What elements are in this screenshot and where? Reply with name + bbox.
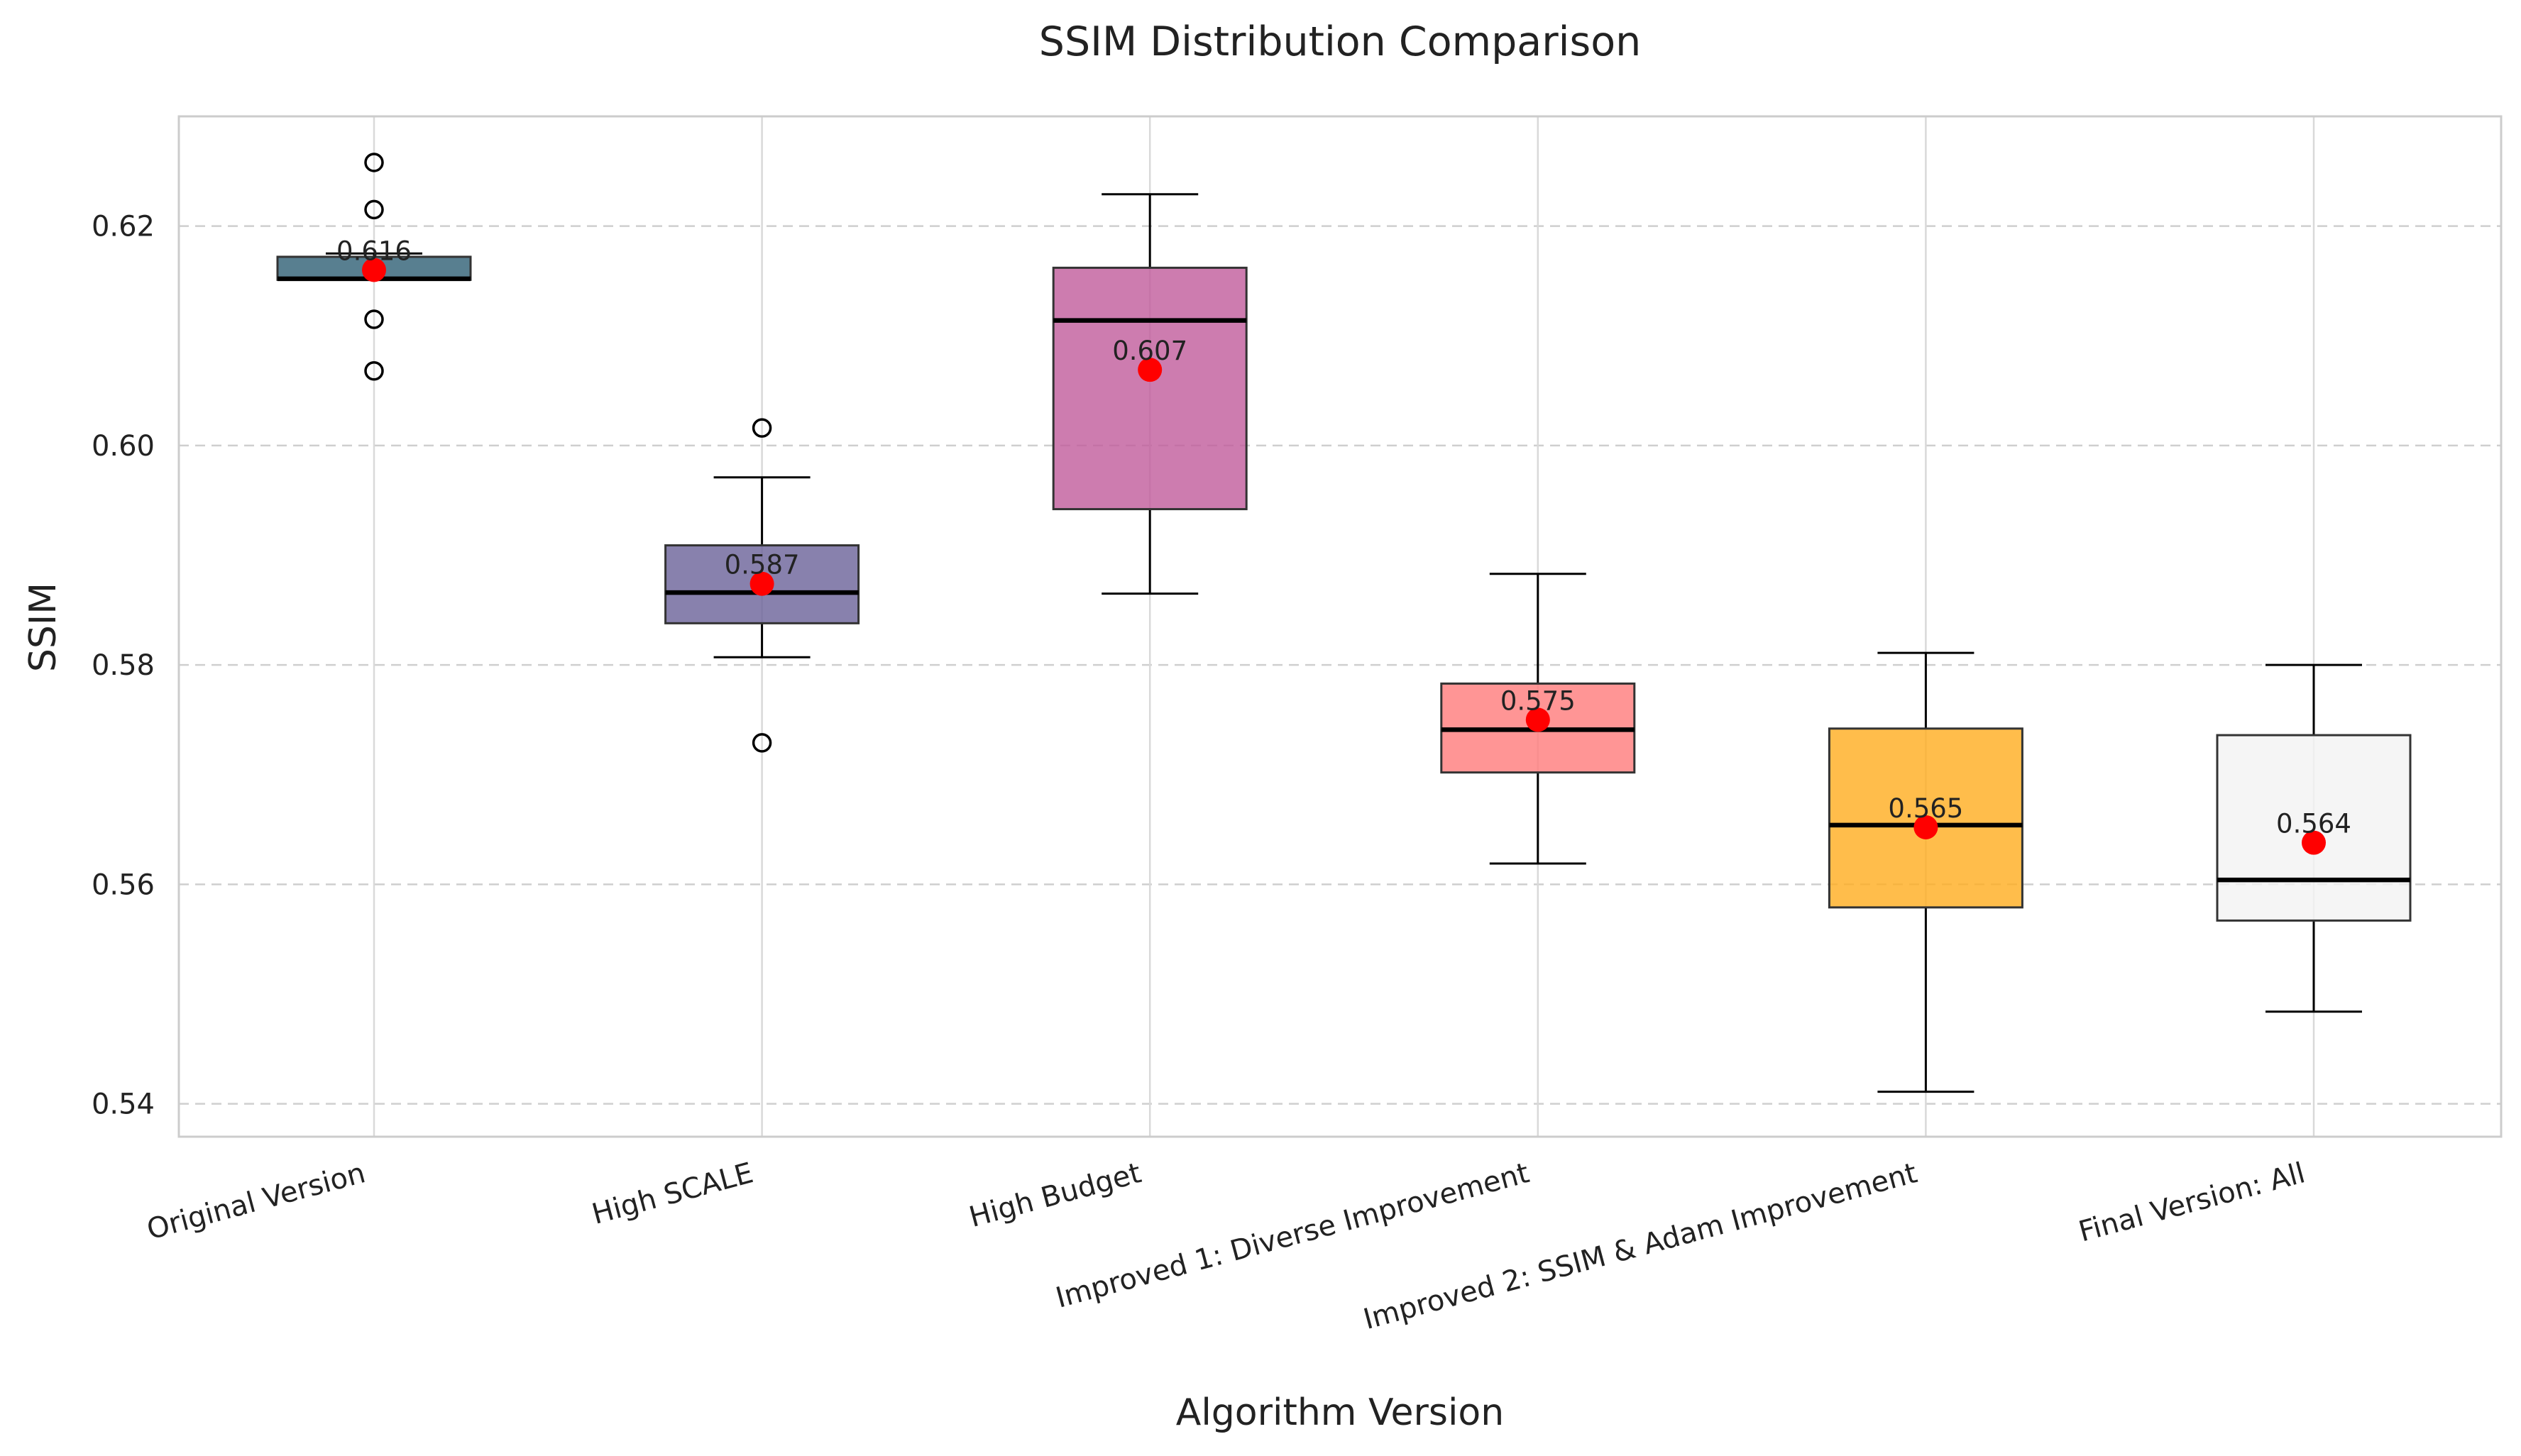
chart-title: SSIM Distribution Comparison [1039, 18, 1641, 65]
x-tick-label: High Budget [966, 1157, 1145, 1234]
box-group: 0.575 [1440, 573, 1636, 865]
y-axis-ticks: 0.54 0.56 0.58 0.60 0.62 [92, 211, 155, 1121]
mean-label: 0.616 [336, 236, 412, 266]
outlier-point [364, 309, 384, 329]
grid [179, 116, 2501, 1137]
y-tick-label: 0.56 [92, 868, 155, 901]
mean-marker [362, 258, 386, 282]
mean-marker [1138, 358, 1163, 382]
plot-area [177, 115, 2503, 1138]
y-tick-label: 0.58 [92, 649, 155, 682]
x-axis-label: Algorithm Version [1176, 1391, 1504, 1434]
iqr-box [1828, 727, 2023, 909]
mean-label: 0.587 [725, 550, 800, 580]
mean-label: 0.565 [1888, 793, 1963, 824]
outlier-point [752, 733, 772, 753]
mean-marker [2302, 830, 2326, 855]
y-axis-label: SSIM [22, 583, 65, 672]
outlier-point [752, 418, 772, 438]
outlier-point [364, 360, 384, 381]
x-axis-ticks: Original Version High SCALE High BudgetImp… [143, 1157, 2308, 1336]
mean-label: 0.564 [2276, 809, 2351, 839]
outlier-point [364, 199, 384, 220]
y-tick-label: 0.62 [92, 211, 155, 243]
box-group: 0.565 [1828, 651, 2023, 1093]
outlier-point [364, 153, 384, 172]
y-tick-label: 0.60 [92, 430, 155, 463]
mean-marker [749, 571, 774, 596]
y-tick-label: 0.54 [92, 1088, 155, 1121]
mean-label: 0.575 [1500, 685, 1576, 716]
x-tick-label: High SCALE [588, 1157, 757, 1231]
mean-label: 0.607 [1112, 336, 1187, 366]
x-tick-label: Final Version: All [2075, 1157, 2309, 1248]
x-tick-label: Original Version [143, 1157, 368, 1246]
mean-marker [1525, 707, 1550, 732]
boxes: 0.616 0.587 0.607 0.575 0.565 0.564 [276, 153, 2412, 1093]
box-group: 0.564 [2216, 663, 2412, 1013]
iqr-box [2216, 734, 2412, 922]
box-group: 0.607 [1052, 193, 1248, 595]
iqr-box [1052, 266, 1248, 511]
mean-marker [1913, 815, 1938, 839]
box-group: 0.587 [664, 418, 860, 753]
box-group: 0.616 [276, 153, 472, 381]
